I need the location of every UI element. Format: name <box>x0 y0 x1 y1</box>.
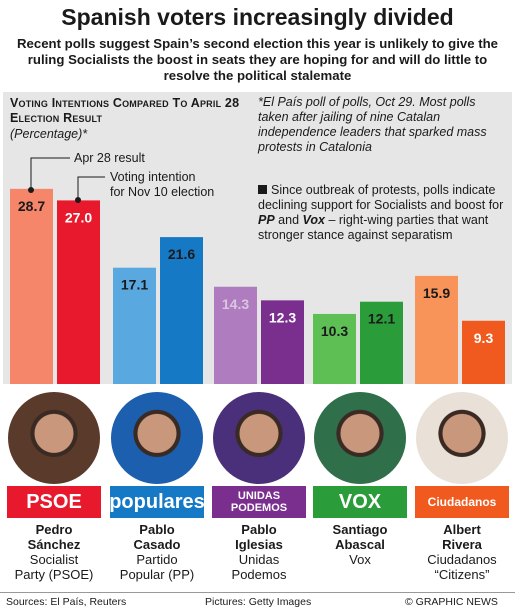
leader-line1: Unidas <box>238 552 280 567</box>
party-logo: VOX <box>313 486 407 518</box>
protest-note-text: Since outbreak of protests, polls indica… <box>258 183 504 212</box>
bar-vox-nov <box>360 301 403 384</box>
portrait-photo <box>416 392 508 484</box>
leader-first: Pedro <box>35 522 73 537</box>
portrait-photo <box>314 392 406 484</box>
leader-caption: Santiago Abascal Vox <box>310 522 410 567</box>
bar-label-pp-apr: 17.1 <box>121 277 148 293</box>
bar-pp-nov <box>160 237 203 384</box>
legend-nov-label-2: for Nov 10 election <box>110 185 215 199</box>
legend-nov-leader <box>77 176 105 200</box>
party-logo: populares <box>109 486 205 518</box>
leader-line1: Socialist <box>29 552 79 567</box>
leader-caption: Pedro Sánchez Socialist Party (PSOE) <box>4 522 104 582</box>
bar-label-psoe-apr: 28.7 <box>18 198 45 214</box>
leader-first: Pablo <box>139 522 175 537</box>
legend-apr-label: Apr 28 result <box>74 151 145 165</box>
chart-heading: Voting Intentions Compared To April 28 E… <box>10 96 240 125</box>
bar-pp-apr <box>113 267 156 384</box>
party-logo: Ciudadanos <box>415 486 509 518</box>
bullet-square-icon <box>258 185 267 194</box>
legend-nov-label-1: Voting intention <box>110 170 196 184</box>
leader-first: Albert <box>443 522 481 537</box>
leader-first: Pablo <box>241 522 277 537</box>
portrait-photo <box>8 392 100 484</box>
protest-note-and: and <box>278 213 300 227</box>
bar-label-ciudadanos-apr: 15.9 <box>423 285 450 301</box>
leader-line2: Party (PSOE) <box>14 567 94 582</box>
leader-caption: Albert Rivera Ciudadanos “Citizens” <box>412 522 512 582</box>
party-logo: PSOE <box>7 486 101 518</box>
footer-pictures: Pictures: Getty Images <box>205 596 312 608</box>
protest-note: Since outbreak of protests, polls indica… <box>258 183 508 243</box>
leader-last: Sánchez <box>27 537 81 552</box>
protest-note-vox: Vox <box>302 213 325 227</box>
leader-first: Santiago <box>332 522 388 537</box>
subtitle: Recent polls suggest Spain’s second elec… <box>17 36 498 83</box>
bar-unidas-podemos-nov <box>261 300 304 384</box>
protest-note-end: – right-wing parties that want stronger … <box>258 213 489 242</box>
bar-ciudadanos-nov <box>462 320 505 384</box>
bar-unidas-podemos-apr <box>214 286 257 384</box>
leader-line1: Vox <box>349 552 371 567</box>
leader-last: Rivera <box>442 537 482 552</box>
chart-unit: (Percentage)* <box>10 127 88 141</box>
bar-psoe-nov <box>57 200 100 384</box>
footer-sources: Sources: El País, Reuters <box>6 596 127 608</box>
bar-ciudadanos-apr <box>415 275 458 384</box>
leader-caption: Pablo Iglesias Unidas Podemos <box>209 522 309 582</box>
party-logo: UNIDAS PODEMOS <box>212 486 306 518</box>
leader-line2: Podemos <box>231 567 287 582</box>
leader-line2: “Citizens” <box>434 567 490 582</box>
bar-vox-apr <box>313 313 356 384</box>
bar-label-psoe-nov: 27.0 <box>65 209 92 225</box>
leader-last: Abascal <box>335 537 385 552</box>
bar-psoe-apr <box>10 188 53 384</box>
legend-apr-dot <box>28 187 34 193</box>
footer-credit: © GRAPHIC NEWS <box>405 596 498 608</box>
leader-caption: Pablo Casado Partido Popular (PP) <box>107 522 207 582</box>
portrait-photo <box>213 392 305 484</box>
bar-label-vox-apr: 10.3 <box>321 323 348 339</box>
portrait-photo <box>111 392 203 484</box>
bar-label-vox-nov: 12.1 <box>368 311 395 327</box>
footer-divider <box>0 592 515 593</box>
legend-nov-dot <box>75 197 81 203</box>
page-title: Spanish voters increasingly divided <box>61 4 454 30</box>
protest-note-pp: PP <box>258 213 275 227</box>
bar-label-unidas-podemos-apr: 14.3 <box>222 296 249 312</box>
leader-line2: Popular (PP) <box>119 567 195 582</box>
bar-label-pp-nov: 21.6 <box>168 246 195 262</box>
bar-label-unidas-podemos-nov: 12.3 <box>269 309 296 325</box>
leader-last: Casado <box>133 537 181 552</box>
poll-note: *El País poll of polls, Oct 29. Most pol… <box>258 95 487 154</box>
bar-label-ciudadanos-nov: 9.3 <box>474 330 494 346</box>
legend-apr-leader <box>30 157 70 190</box>
leader-line1: Ciudadanos <box>427 552 497 567</box>
leader-line1: Partido <box>136 552 178 567</box>
leader-last: Iglesias <box>235 537 283 552</box>
